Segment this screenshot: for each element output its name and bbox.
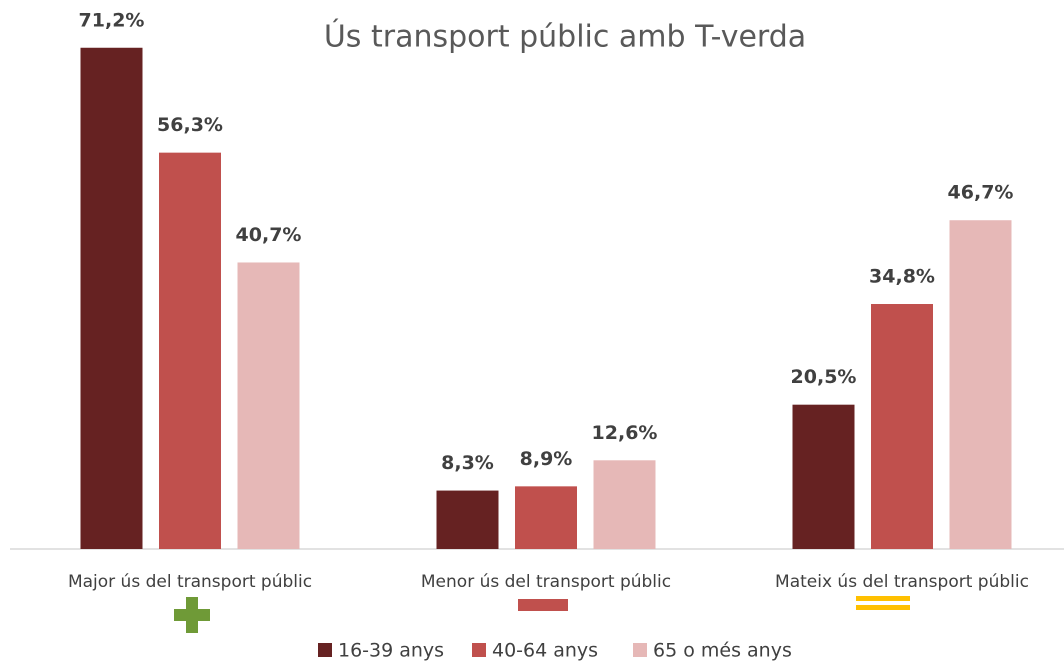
legend-swatch [633,643,647,657]
data-label: 40,7% [236,224,302,246]
bar [80,47,143,549]
data-label: 8,9% [520,448,573,470]
bar [593,460,656,549]
data-label: 46,7% [948,182,1014,204]
legend-swatch [472,643,486,657]
data-label: 8,3% [441,452,494,474]
x-tick-label: Major ús del transport públic [68,572,312,592]
legend-label: 40-64 anys [492,640,598,662]
bar [792,404,855,549]
bar [159,152,221,549]
legend-label: 16-39 anys [338,640,444,662]
data-label: 20,5% [791,366,857,388]
data-label: 56,3% [157,114,223,136]
bar [515,486,577,549]
legend-label: 65 o més anys [653,640,792,662]
x-tick-label: Mateix ús del transport públic [775,572,1029,592]
bar [237,262,300,549]
minus-icon [518,599,568,611]
bar [949,220,1012,549]
equals-icon [856,596,910,601]
chart-title: Ús transport públic amb T-verda [324,18,806,55]
plus-icon [174,609,210,621]
category-icons [174,596,910,633]
equals-icon [856,605,910,610]
x-tick-label: Menor ús del transport públic [421,572,671,592]
bar [436,490,499,549]
data-label: 12,6% [592,422,658,444]
data-label: 34,8% [869,266,935,288]
bar [871,304,933,549]
legend-swatch [318,643,332,657]
data-label: 71,2% [79,9,145,31]
